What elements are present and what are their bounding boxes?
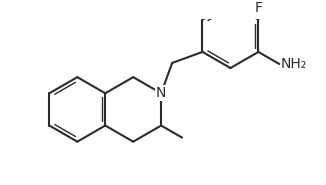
Text: NH₂: NH₂ [281,57,307,71]
Text: F: F [254,1,262,15]
Text: N: N [156,86,166,100]
